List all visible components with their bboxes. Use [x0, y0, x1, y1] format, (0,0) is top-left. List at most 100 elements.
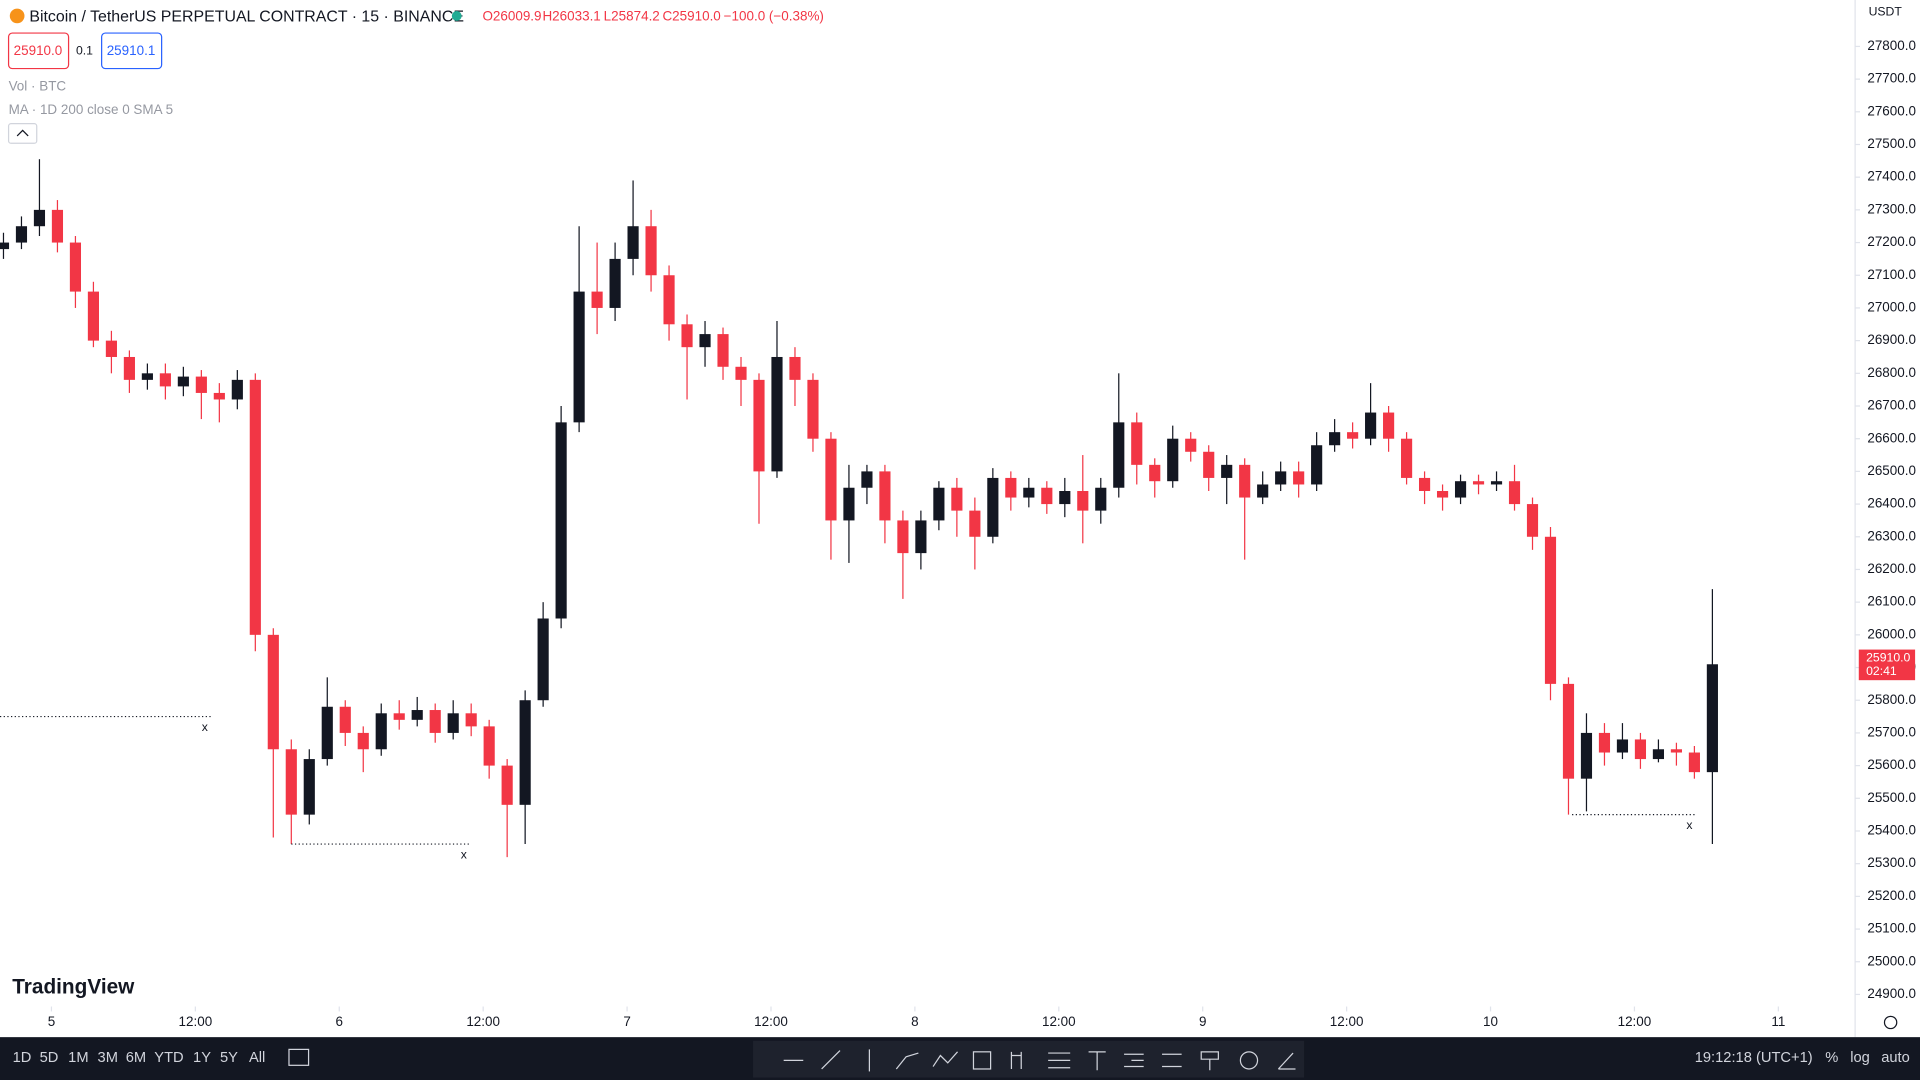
level-close[interactable]: x	[461, 847, 467, 861]
candle-body	[969, 510, 981, 537]
candle-body	[1634, 739, 1647, 760]
y-tick-label: 26600.0	[1867, 430, 1916, 445]
tool-icon[interactable]	[1124, 1053, 1144, 1068]
settings-icon[interactable]	[1883, 1015, 1898, 1030]
candle-body	[537, 618, 549, 701]
candle-body	[1365, 412, 1377, 439]
candle-body	[33, 209, 46, 227]
y-tick-label: 25200.0	[1867, 888, 1916, 903]
buy-button[interactable]	[101, 32, 163, 70]
level-close[interactable]: x	[202, 720, 208, 734]
range-button[interactable]: 1D	[13, 1050, 32, 1066]
tool-icon[interactable]	[1200, 1051, 1219, 1071]
candle-body	[1023, 487, 1035, 498]
candle-body	[231, 379, 243, 400]
x-tick-label: 8	[911, 1014, 918, 1029]
candle-body	[357, 732, 369, 750]
candle-body	[699, 334, 711, 348]
candle-body	[1652, 749, 1665, 760]
tool-icon[interactable]	[1010, 1051, 1022, 1069]
candle-body	[1203, 451, 1215, 478]
tool-icon[interactable]	[932, 1051, 959, 1067]
scale-option[interactable]: %	[1825, 1050, 1838, 1066]
y-tick-label: 27800.0	[1867, 38, 1916, 53]
y-tick-label: 26500.0	[1867, 463, 1916, 478]
candle-body	[1329, 432, 1341, 446]
candle-body	[843, 487, 855, 521]
candle-body	[771, 356, 783, 472]
date-range-icon[interactable]	[288, 1048, 310, 1066]
candle-body	[1239, 464, 1251, 498]
candle-body	[393, 713, 405, 720]
sell-button[interactable]	[7, 32, 70, 70]
candle-body	[951, 487, 963, 511]
collapse-button[interactable]	[7, 123, 38, 144]
candle-body	[1221, 464, 1233, 478]
y-tick-label: 25600.0	[1867, 757, 1916, 772]
candle-body	[69, 242, 82, 292]
tool-icon[interactable]	[1162, 1053, 1182, 1068]
range-button[interactable]: 5D	[40, 1050, 59, 1066]
range-button[interactable]: 1M	[68, 1050, 88, 1066]
x-tick-label: 12:00	[1330, 1014, 1364, 1029]
candle-body	[1436, 491, 1449, 498]
candle-body	[807, 379, 819, 439]
candle-body	[1670, 749, 1682, 753]
sell-price: 25910.0	[14, 43, 63, 58]
candle-body	[915, 520, 927, 554]
indicator[interactable]: Vol · BTC	[9, 79, 67, 94]
plot: x x x	[0, 159, 1718, 861]
candle-body	[627, 226, 639, 259]
y-tick-label: 27000.0	[1867, 300, 1916, 315]
x-tick-label: 12:00	[466, 1014, 500, 1029]
candle-body	[1562, 683, 1575, 779]
candle-body	[1418, 477, 1431, 492]
x-tick-label: 12:00	[1618, 1014, 1652, 1029]
tool-icon[interactable]	[895, 1052, 919, 1070]
symbol[interactable]: Bitcoin / TetherUS PERPETUAL CONTRACT · …	[29, 8, 464, 25]
tool-icon[interactable]	[821, 1050, 841, 1070]
clock: 19:12:18 (UTC+1)	[1695, 1050, 1813, 1066]
range-button[interactable]: 6M	[126, 1050, 146, 1066]
candle-body	[1275, 471, 1287, 485]
indicator[interactable]: MA · 1D 200 close 0 SMA 5	[9, 102, 174, 117]
candle-body	[87, 291, 99, 341]
tool-icon[interactable]	[1277, 1052, 1296, 1070]
tool-icon[interactable]	[972, 1051, 992, 1070]
y-tick-label: 26400.0	[1867, 496, 1916, 511]
y-tick-label: 26800.0	[1867, 365, 1916, 380]
range-button[interactable]: 3M	[98, 1050, 118, 1066]
candle-body	[825, 438, 837, 521]
tool-icon[interactable]	[1048, 1052, 1071, 1069]
y-tick-label: 27100.0	[1867, 267, 1916, 282]
range-button[interactable]: All	[249, 1050, 265, 1066]
coin-icon	[9, 8, 25, 24]
tool-icon[interactable]	[1239, 1051, 1259, 1070]
candle-body	[1508, 481, 1521, 505]
candle-body	[753, 379, 765, 472]
candle-body	[375, 713, 387, 750]
candle-body	[285, 749, 297, 815]
tool-icon[interactable]	[1088, 1051, 1106, 1071]
candle-body	[1347, 432, 1359, 439]
candle-body	[195, 376, 207, 393]
scale-option[interactable]: log	[1850, 1050, 1870, 1066]
candle-body	[861, 471, 873, 488]
ohlc-high: H26033.1	[542, 9, 600, 24]
y-tick-label: 25000.0	[1867, 953, 1916, 968]
candle-body	[1580, 732, 1593, 779]
candle-body	[1383, 412, 1395, 439]
candle-body	[213, 392, 225, 400]
scale-option[interactable]: auto	[1881, 1050, 1910, 1066]
candle-body	[465, 713, 477, 727]
y-tick-label: 27200.0	[1867, 234, 1916, 249]
candle-body	[339, 706, 351, 733]
buy-price: 25910.1	[107, 43, 156, 58]
range-button[interactable]: 1Y	[193, 1050, 211, 1066]
candle-body	[1167, 438, 1179, 482]
level-close[interactable]: x	[1686, 818, 1692, 832]
range-button[interactable]: 5Y	[220, 1050, 238, 1066]
range-button[interactable]: YTD	[154, 1050, 183, 1066]
currency[interactable]: USDT	[1869, 4, 1903, 18]
